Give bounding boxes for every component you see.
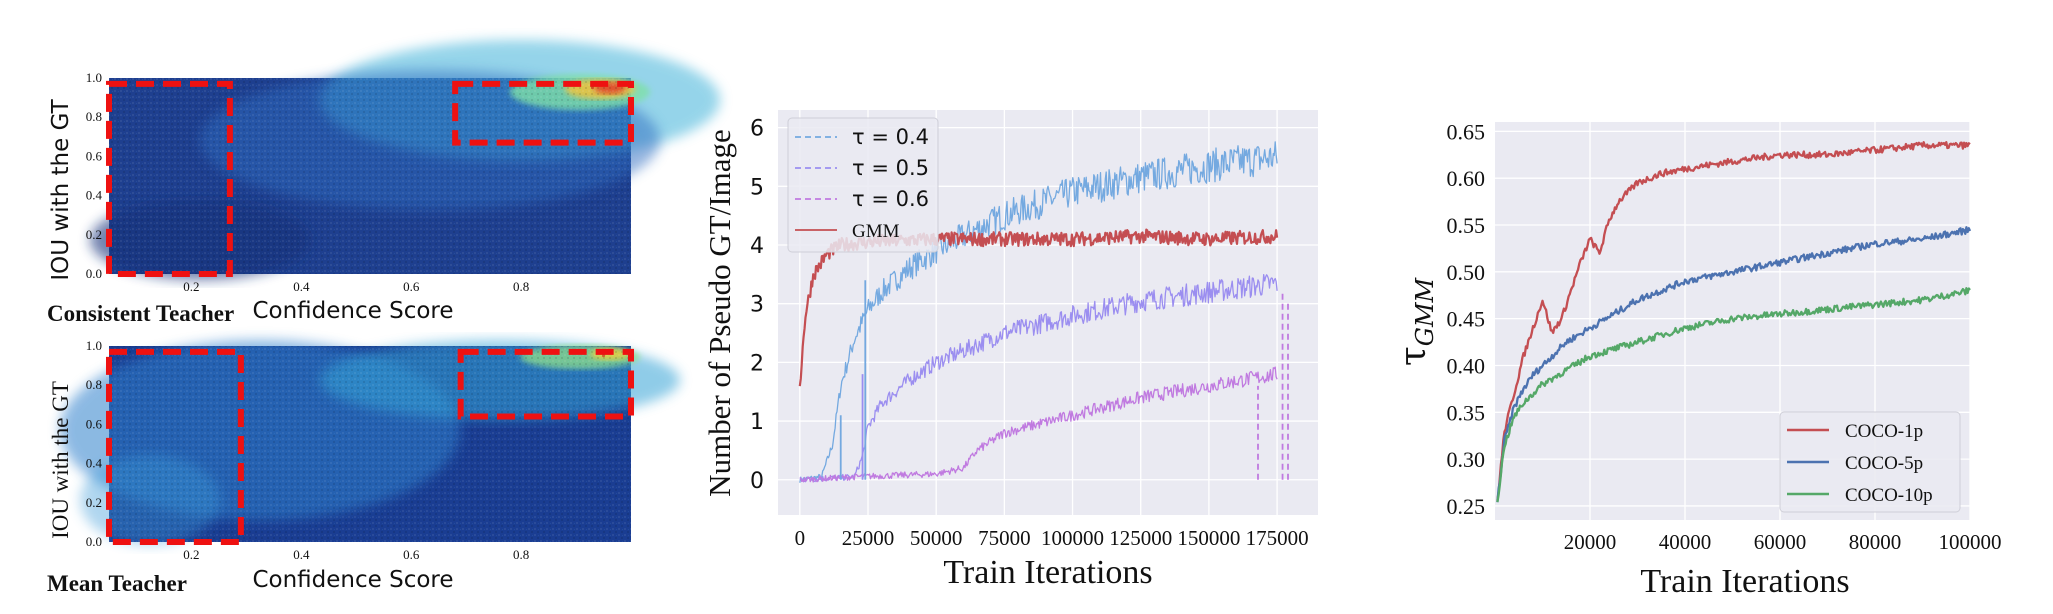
y-tick-label: 1.0 (86, 338, 102, 353)
legend-label: τ = 0.6 (852, 187, 929, 211)
series-line-coco-1p (1496, 141, 1971, 501)
x-tick-label: 0.6 (403, 279, 420, 294)
series-line-coco-10p (1496, 287, 1971, 503)
x-tick-label: 100000 (1939, 530, 2002, 554)
heatmap-consistent-teacher: 0.2 0.4 0.6 0.8 0.0 0.2 0.4 0.6 0.8 1.0 IOU with … (47, 40, 720, 326)
y-tick-label: 0.2 (86, 227, 102, 242)
heatmap-plot-area-2 (60, 340, 680, 545)
x-tick-label: 0.8 (513, 547, 529, 562)
x-tick-label: 0.2 (183, 279, 199, 294)
y-tick-label: 4 (750, 234, 764, 259)
tau-gmm-x-axis-label: Train Iterations (1640, 563, 1849, 600)
tau-gmm-y-axis-label-main: τ (1393, 346, 1434, 366)
heatmap-2-x-axis-label: Confidence Score (252, 567, 453, 593)
x-tick-label: 100000 (1041, 526, 1104, 550)
y-tick-label: 0 (750, 469, 764, 494)
x-tick-label: 40000 (1659, 530, 1712, 554)
y-tick-label: 0.0 (86, 534, 102, 549)
y-tick-label: 0.8 (86, 109, 102, 124)
y-tick-label: 6 (750, 117, 764, 142)
x-tick-label: 80000 (1849, 530, 1902, 554)
pseudo-gt-y-axis-label: Number of Pseudo GT/Image (702, 129, 737, 497)
x-tick-label: 0.2 (183, 547, 199, 562)
legend-frame (787, 117, 939, 253)
y-tick-label: 0.30 (1447, 447, 1486, 472)
y-tick-label: 0.50 (1447, 260, 1486, 285)
heatmap-mean-teacher: 0.2 0.4 0.6 0.8 0.0 0.2 0.4 0.6 0.8 1.0 IOU with … (47, 338, 680, 596)
y-tick-label: 0.0 (86, 266, 102, 281)
y-tick-label: 0.55 (1447, 213, 1486, 238)
y-tick-label: 2 (750, 351, 764, 376)
y-tick-label: 1.0 (86, 70, 102, 85)
legend-frame (1779, 411, 1961, 513)
x-tick-label: 25000 (842, 526, 895, 550)
legend-label: COCO-1p (1845, 421, 1923, 442)
y-tick-label: 0.65 (1447, 119, 1486, 144)
pseudo-gt-chart: 0 25000 50000 75000 100000 125000 150000 175000… (702, 110, 1318, 591)
heatmap-1-y-axis-label: IOU with the GT (48, 98, 74, 280)
highlight-dashed-box (452, 80, 634, 146)
heatmap-2-panel-label: Mean Teacher (47, 571, 187, 596)
tau-gmm-y-axis-label-sub: GMM (1411, 276, 1439, 346)
y-tick-label: 0.35 (1447, 400, 1486, 425)
x-tick-label: 20000 (1564, 530, 1617, 554)
y-tick-label: 5 (750, 175, 764, 200)
y-tick-label: 0.8 (86, 377, 102, 392)
y-tick-label: 3 (750, 293, 764, 318)
highlight-dashed-box (106, 348, 244, 545)
series-line-05 (799, 274, 1278, 483)
y-tick-label: 0.4 (86, 456, 103, 471)
y-tick-label: 1 (750, 410, 764, 435)
y-tick-label: 0.6 (86, 148, 103, 163)
legend-label: COCO-10p (1845, 485, 1933, 506)
heatmap-2-y-axis-label: IOU with the GT (48, 381, 73, 539)
density-hotspot (591, 86, 595, 90)
x-tick-label: 0.4 (293, 547, 310, 562)
y-tick-label: 0.4 (86, 188, 103, 203)
pseudo-gt-legend: τ = 0.4 τ = 0.5 τ = 0.6 GMM (787, 117, 939, 253)
svg-text:τGMM: τGMM (1393, 276, 1439, 366)
heatmap-1-panel-label: Consistent Teacher (47, 301, 234, 326)
y-tick-label: 0.60 (1447, 166, 1486, 191)
legend-label: GMM (852, 221, 900, 242)
heatmap-1-x-axis-label: Confidence Score (252, 298, 453, 324)
x-tick-label: 150000 (1177, 526, 1240, 550)
x-tick-label: 75000 (978, 526, 1031, 550)
tau-gmm-chart: 20000 40000 60000 80000 100000 0.25 0.30 0.35 0.… (1393, 119, 2002, 600)
series-line-coco-5p (1496, 226, 1972, 503)
y-tick-label: 0.40 (1447, 353, 1486, 378)
x-tick-label: 60000 (1754, 530, 1807, 554)
highlight-dashed-box (106, 80, 233, 277)
series-line-06 (799, 366, 1278, 483)
x-tick-label: 0.6 (403, 547, 420, 562)
y-tick-label: 0.6 (86, 416, 103, 431)
tau-gmm-legend: COCO-1p COCO-5p COCO-10p (1779, 411, 1961, 513)
legend-label: τ = 0.5 (852, 156, 929, 180)
x-tick-label: 50000 (910, 526, 963, 550)
heatmap-plot-area-1 (90, 40, 720, 280)
series-line-04 (799, 141, 1278, 483)
x-tick-label: 175000 (1246, 526, 1309, 550)
tau-gmm-y-axis-label: τGMM (1393, 276, 1439, 366)
x-tick-label: 0.4 (293, 279, 310, 294)
pseudo-gt-x-axis-label: Train Iterations (943, 554, 1152, 591)
density-hotspot (602, 354, 606, 358)
legend-label: COCO-5p (1845, 453, 1923, 474)
x-tick-label: 0.8 (513, 279, 529, 294)
legend-label: τ = 0.4 (852, 125, 929, 149)
highlight-dashed-box (457, 348, 634, 420)
x-tick-label: 0 (795, 526, 806, 550)
x-tick-label: 125000 (1109, 526, 1172, 550)
y-tick-label: 0.2 (86, 495, 102, 510)
y-tick-label: 0.45 (1447, 307, 1486, 332)
y-tick-label: 0.25 (1447, 494, 1486, 519)
